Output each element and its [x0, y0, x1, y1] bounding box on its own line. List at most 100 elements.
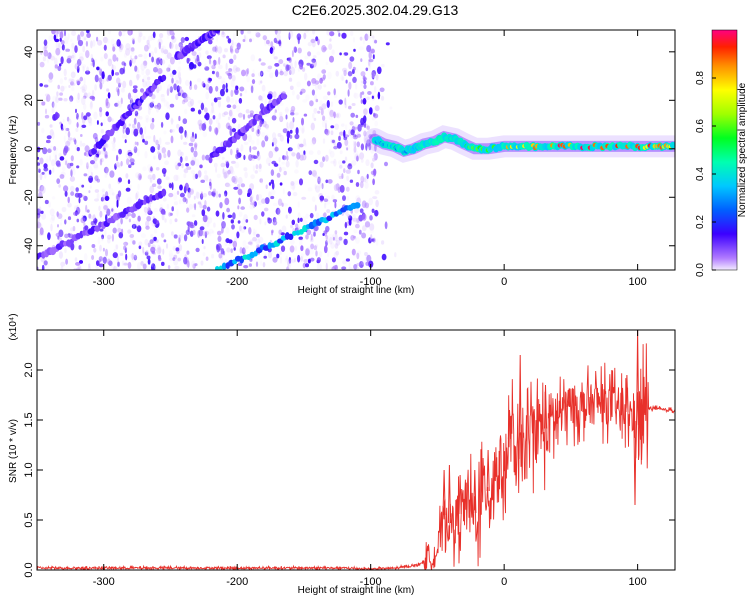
x-tick-label: -100	[360, 276, 382, 288]
noise-speckle	[127, 92, 132, 100]
noise-speckle	[70, 191, 75, 196]
noise-speckle	[103, 204, 108, 213]
noise-speckle	[342, 260, 347, 265]
noise-speckle	[96, 192, 100, 200]
noise-speckle	[255, 164, 259, 170]
noise-speckle	[78, 81, 81, 85]
noise-speckle	[274, 146, 279, 152]
noise-speckle	[180, 233, 184, 238]
noise-speckle	[85, 70, 91, 75]
noise-speckle	[73, 211, 78, 216]
noise-speckle	[100, 56, 104, 62]
noise-speckle	[242, 113, 246, 120]
noise-speckle	[121, 260, 125, 266]
noise-speckle	[39, 157, 44, 165]
noise-speckle	[86, 209, 90, 213]
noise-speckle	[124, 134, 128, 139]
noise-speckle	[219, 88, 225, 97]
noise-speckle	[310, 122, 315, 131]
noise-speckle	[111, 140, 115, 145]
noise-speckle	[270, 195, 275, 200]
noise-speckle	[266, 39, 270, 45]
noise-speckle	[71, 78, 75, 84]
noise-speckle	[198, 123, 203, 131]
noise-speckle	[155, 139, 159, 146]
noise-speckle	[314, 80, 320, 85]
noise-speckle	[250, 113, 254, 118]
noise-speckle	[208, 228, 214, 234]
noise-speckle	[112, 142, 116, 149]
noise-speckle	[330, 101, 334, 108]
noise-speckle	[153, 155, 156, 160]
noise-speckle	[87, 166, 93, 174]
noise-speckle	[299, 91, 303, 95]
noise-speckle	[223, 111, 229, 116]
noise-speckle	[344, 97, 347, 106]
noise-speckle	[237, 188, 243, 196]
noise-speckle	[94, 154, 98, 162]
noise-speckle	[353, 126, 358, 130]
noise-speckle	[251, 127, 255, 132]
noise-speckle	[305, 234, 309, 240]
noise-speckle	[177, 257, 181, 262]
noise-speckle	[79, 183, 83, 189]
noise-speckle	[183, 157, 187, 162]
noise-speckle	[98, 77, 103, 83]
noise-speckle	[322, 47, 328, 51]
noise-speckle	[357, 220, 361, 224]
noise-speckle	[222, 168, 225, 175]
noise-speckle	[155, 219, 159, 225]
noise-speckle	[155, 143, 159, 149]
noise-speckle	[37, 146, 41, 153]
noise-speckle	[117, 227, 122, 233]
noise-speckle	[195, 158, 200, 167]
noise-speckle	[46, 139, 51, 144]
noise-speckle	[303, 259, 309, 263]
noise-speckle	[222, 212, 225, 220]
noise-speckle	[296, 152, 301, 160]
noise-speckle	[41, 101, 46, 106]
noise-speckle	[377, 91, 381, 100]
noise-speckle	[177, 149, 182, 157]
noise-speckle	[98, 256, 103, 262]
noise-speckle	[54, 57, 58, 66]
noise-speckle	[228, 169, 232, 174]
noise-speckle	[136, 141, 139, 146]
streak-mark	[280, 93, 288, 100]
noise-speckle	[384, 161, 388, 167]
noise-speckle	[307, 41, 313, 47]
noise-speckle	[229, 97, 235, 104]
noise-speckle	[370, 48, 375, 54]
noise-speckle	[204, 175, 208, 180]
noise-speckle	[265, 184, 268, 190]
noise-speckle	[315, 212, 320, 220]
noise-speckle	[157, 68, 163, 75]
noise-speckle	[37, 221, 41, 229]
noise-speckle	[216, 34, 219, 42]
noise-speckle	[237, 112, 243, 118]
noise-speckle	[101, 234, 104, 240]
noise-speckle	[137, 262, 141, 270]
noise-speckle	[117, 190, 122, 198]
noise-speckle	[242, 39, 246, 42]
streak-mark	[94, 225, 101, 232]
noise-speckle	[280, 166, 286, 171]
noise-speckle	[265, 157, 271, 165]
noise-speckle	[252, 69, 255, 74]
noise-speckle	[312, 30, 316, 35]
noise-speckle	[63, 68, 67, 77]
noise-speckle	[127, 30, 133, 36]
noise-speckle	[62, 166, 66, 171]
noise-speckle	[112, 227, 117, 234]
noise-speckle	[333, 145, 338, 150]
noise-speckle	[124, 139, 127, 144]
noise-speckle	[295, 159, 299, 168]
noise-speckle	[279, 166, 282, 173]
noise-speckle	[247, 192, 251, 197]
noise-speckle	[116, 154, 119, 162]
noise-speckle	[252, 146, 257, 150]
noise-speckle	[138, 32, 143, 38]
streak-mark	[208, 156, 213, 164]
noise-speckle	[70, 242, 75, 251]
noise-speckle	[90, 40, 93, 49]
